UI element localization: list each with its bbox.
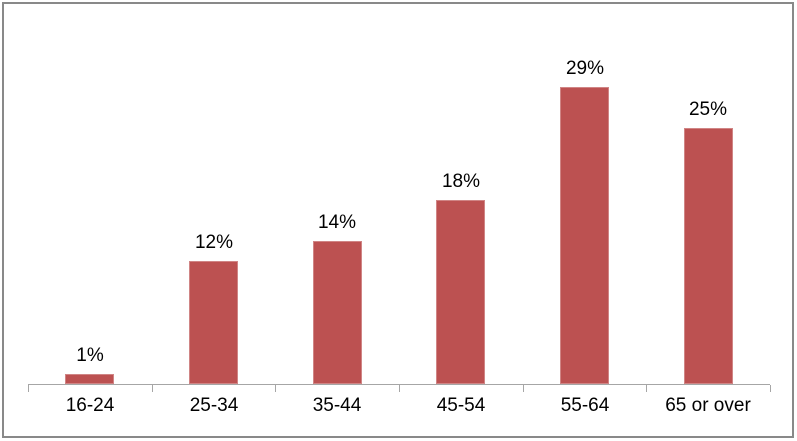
x-axis-tick xyxy=(28,385,29,392)
x-axis-label: 45-54 xyxy=(436,395,486,416)
bar-value-label: 25% xyxy=(688,99,728,120)
x-axis-tick xyxy=(523,385,524,392)
bar xyxy=(560,87,609,384)
bar-value-label: 29% xyxy=(565,58,605,79)
bar-value-label: 1% xyxy=(76,345,104,366)
bar xyxy=(436,200,485,384)
x-axis-tick xyxy=(152,385,153,392)
x-axis-label: 16-24 xyxy=(65,395,115,416)
x-axis-label: 35-44 xyxy=(312,395,362,416)
bar-value-label: 14% xyxy=(317,212,357,233)
bar xyxy=(684,128,733,384)
bar xyxy=(189,261,238,384)
x-axis-tick xyxy=(770,385,771,392)
x-axis-label: 55-64 xyxy=(560,395,610,416)
x-axis-label: 25-34 xyxy=(189,395,239,416)
bar-value-label: 12% xyxy=(194,232,234,253)
x-axis-label: 65 or over xyxy=(665,395,751,416)
x-axis-tick xyxy=(646,385,647,392)
x-axis-tick xyxy=(275,385,276,392)
x-axis-tick xyxy=(399,385,400,392)
bar xyxy=(313,241,362,384)
bar-value-label: 18% xyxy=(441,171,481,192)
x-axis-line xyxy=(28,384,770,385)
bar xyxy=(65,374,114,384)
